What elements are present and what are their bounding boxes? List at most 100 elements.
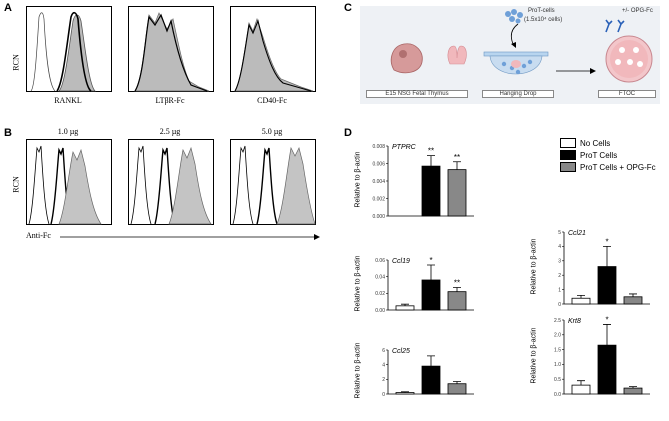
- error-bar: [603, 324, 611, 346]
- prot-count: (1.5x10⁴ cells): [524, 17, 563, 23]
- bar: [421, 365, 441, 395]
- y-tick-label: 0.006: [372, 161, 385, 167]
- legend-label: ProT Cells: [580, 150, 618, 160]
- prot-label: ProT-cells: [528, 8, 555, 14]
- histogram-b-2-5ug: [128, 139, 214, 225]
- y-tick-label: 0: [558, 302, 561, 308]
- curved-arrow: [510, 23, 519, 48]
- bar: [447, 169, 467, 217]
- y-tick-label: 0.02: [375, 291, 385, 297]
- y-tick-label: 5: [558, 230, 561, 236]
- y-tick-label: 3: [558, 259, 561, 265]
- legend-swatch: [560, 150, 576, 160]
- y-tick-label: 0.000: [372, 214, 385, 220]
- ftoc-arrow: [556, 68, 596, 74]
- chart-y-label: Relative to β-actin: [354, 342, 362, 399]
- chart-y-label: Relative to β-actin: [354, 151, 362, 208]
- caption-cd40: CD40-Fc: [257, 96, 287, 105]
- ftoc-dish-icon: [605, 35, 653, 83]
- embryo-icon: [390, 43, 423, 74]
- opg-antibody-icon: [605, 19, 625, 33]
- error-bar: [453, 287, 461, 292]
- significance-star: *: [429, 256, 432, 265]
- bar: [623, 387, 643, 395]
- bar-chart-ccl21: 0 1 2 3 4 5 *: [558, 230, 650, 308]
- histogram-cd40: [230, 6, 316, 92]
- chart-gene-title: PTPRC: [392, 144, 416, 151]
- panel-letter-d: D: [344, 127, 352, 139]
- thymus-icon: [447, 45, 467, 65]
- y-tick-label: 0.06: [375, 258, 385, 264]
- significance-star: *: [605, 237, 608, 246]
- y-tick-label: 2.5: [554, 318, 561, 324]
- y-tick-label: 6: [382, 348, 385, 354]
- chart-y-label: Relative to β-actin: [530, 238, 538, 295]
- step-label-thymus: E15 NSG Fetal Thymus: [366, 90, 468, 98]
- chart-y-label: Relative to β-actin: [354, 255, 362, 312]
- panel-a-y-label: RCN: [11, 54, 21, 71]
- y-tick-label: 0.5: [554, 377, 561, 383]
- histogram-b-5ug: [230, 139, 316, 225]
- significance-star: **: [428, 147, 434, 156]
- legend-no-cells: No Cells: [560, 138, 610, 148]
- histogram-ltbr: [128, 6, 214, 92]
- panel-letter-a: A: [4, 2, 12, 14]
- y-tick-label: 0.004: [372, 179, 385, 185]
- y-tick-label: 1.0: [554, 362, 561, 368]
- y-tick-label: 2: [558, 273, 561, 279]
- bar-chart-ptprc: 0.000 0.002 0.004 0.006 0.008 ** **: [372, 144, 474, 220]
- bar: [597, 344, 617, 395]
- error-bar: [603, 246, 611, 267]
- y-tick-label: 1.5: [554, 347, 561, 353]
- hanging-drop-icon: [483, 51, 549, 75]
- bar: [571, 384, 591, 395]
- bar: [447, 383, 467, 395]
- step-label-hanging-drop: Hanging Drop: [482, 90, 554, 98]
- panel-letter-b: B: [4, 127, 12, 139]
- y-tick-label: 0.04: [375, 274, 385, 280]
- bar-chart-krt8: 0.0 0.5 1.0 1.5 2.0 2.5 *: [554, 315, 650, 398]
- y-tick-label: 2.0: [554, 333, 561, 339]
- legend-prot-cells: ProT Cells: [560, 150, 617, 160]
- bar-chart-ccl19: 0.000.020.040.06 ***: [375, 256, 474, 314]
- title-b-3: 5.0 µg: [261, 127, 283, 136]
- title-b-1: 1.0 µg: [57, 127, 79, 136]
- error-bar: [577, 294, 585, 299]
- y-tick-label: 0.0: [554, 392, 561, 398]
- chart-gene-title: Ccl21: [568, 230, 586, 237]
- chart-gene-title: Krt8: [568, 318, 581, 325]
- histogram-b-1ug: [26, 139, 112, 225]
- error-bar: [453, 161, 461, 170]
- schematic-panel: ProT-cells (1.5x10⁴ cells) +/- OPG-Fc E1…: [360, 6, 660, 104]
- chart-gene-title: Ccl19: [392, 258, 410, 265]
- significance-star: **: [454, 279, 460, 288]
- legend-label: No Cells: [580, 138, 611, 148]
- y-tick-label: 1: [558, 287, 561, 293]
- panel-b-x-label: Anti-Fc: [26, 231, 51, 240]
- error-bar: [401, 391, 409, 393]
- legend-swatch: [560, 138, 576, 148]
- bar: [447, 291, 467, 311]
- error-bar: [401, 303, 409, 306]
- caption-ltbr: LTβR-Fc: [155, 96, 185, 105]
- error-bar: [453, 381, 461, 384]
- significance-star: **: [454, 153, 460, 162]
- panel-b-y-label: RCN: [11, 176, 21, 193]
- error-bar: [577, 380, 585, 386]
- anti-fc-arrow: [60, 234, 320, 240]
- legend-label: ProT Cells + OPG-Fc: [580, 162, 656, 172]
- bar: [395, 305, 415, 311]
- opg-label: +/- OPG-Fc: [622, 8, 653, 14]
- title-b-2: 2.5 µg: [159, 127, 181, 136]
- error-bar: [629, 386, 637, 389]
- caption-rankl: RANKL: [54, 96, 82, 105]
- chart-y-label: Relative to β-actin: [530, 327, 538, 384]
- y-tick-label: 0.002: [372, 196, 385, 202]
- y-tick-label: 0: [382, 392, 385, 398]
- bar: [571, 297, 591, 305]
- y-tick-label: 0.008: [372, 144, 385, 150]
- bar: [395, 392, 415, 395]
- panel-letter-c: C: [344, 2, 352, 14]
- bar: [421, 279, 441, 311]
- chart-gene-title: Ccl25: [392, 348, 410, 355]
